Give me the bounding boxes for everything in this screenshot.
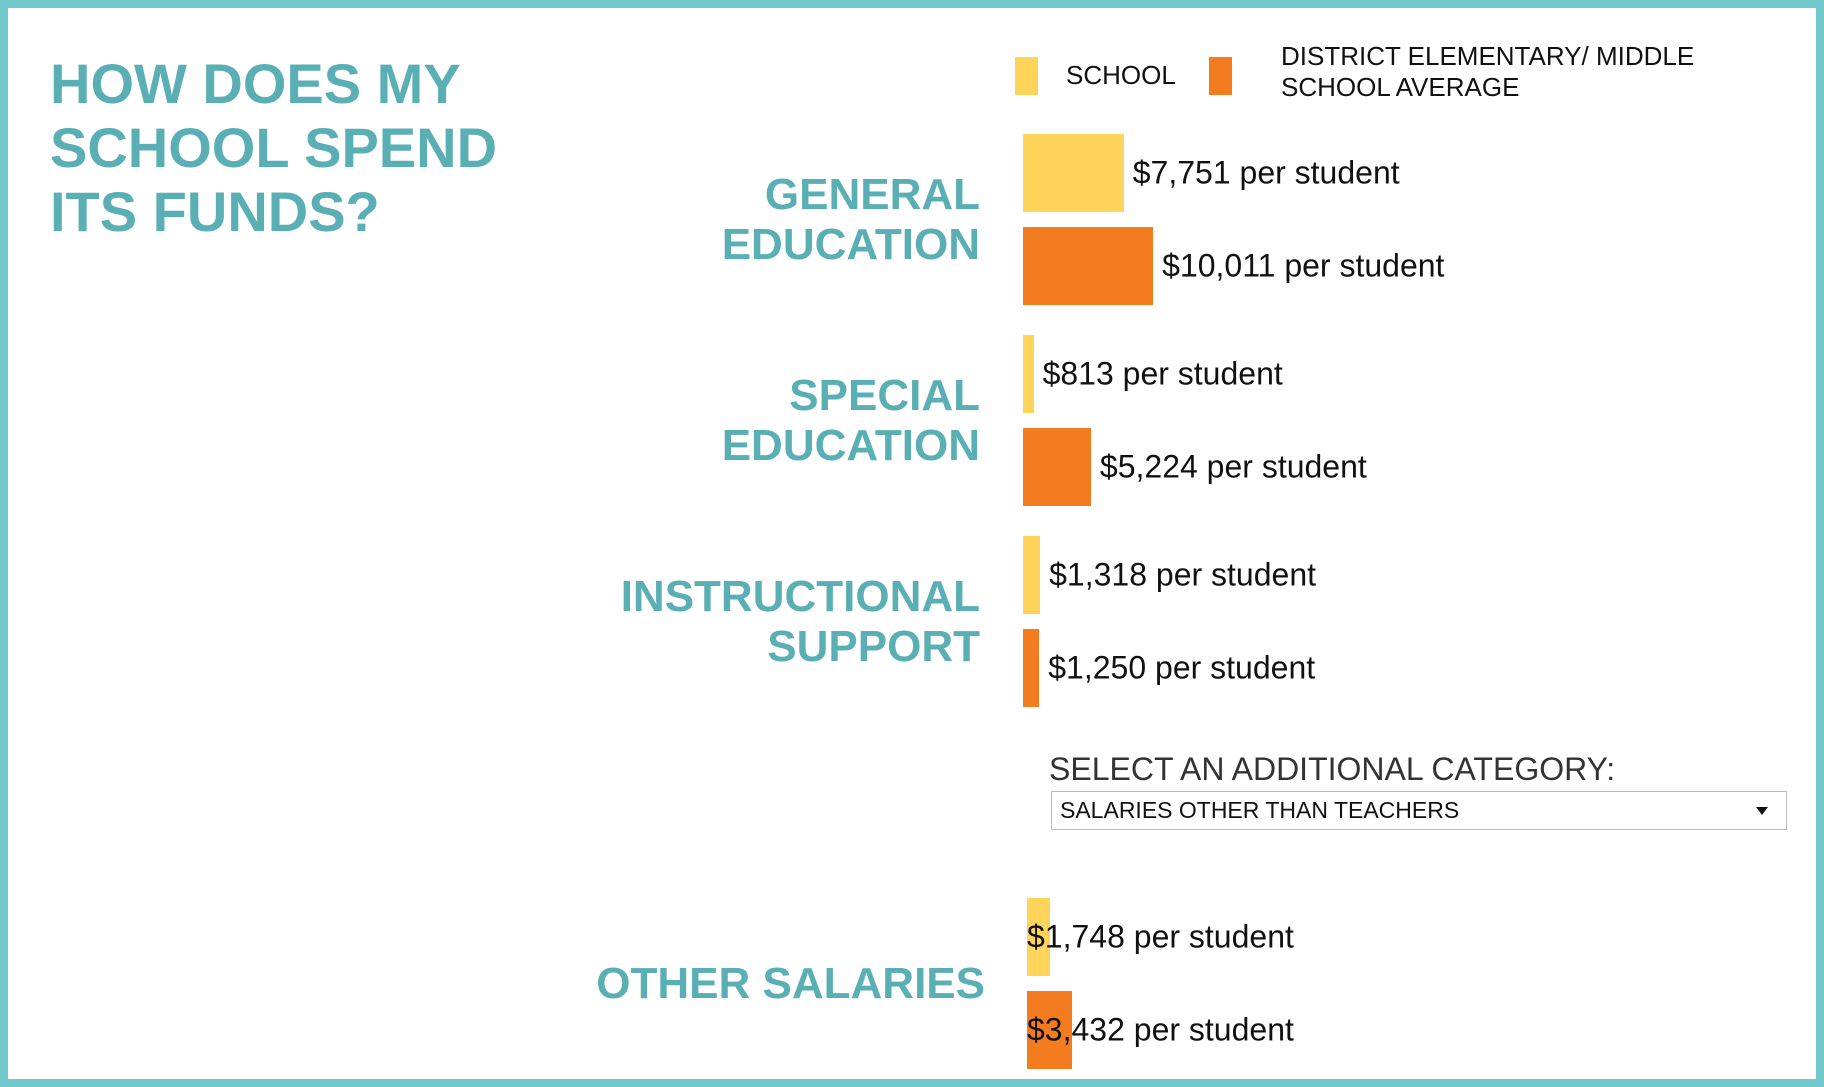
value-label: $1,748 per student (1027, 918, 1294, 955)
legend-swatch (1015, 57, 1038, 95)
value-label: $1,318 per student (1049, 556, 1316, 593)
legend-swatch (1209, 57, 1232, 95)
category-label: SPECIAL EDUCATION (721, 370, 980, 470)
value-label: $813 per student (1042, 355, 1283, 392)
value-label: $1,250 per student (1048, 649, 1316, 686)
bar (1023, 134, 1124, 212)
value-label: $10,011 per student (1162, 247, 1445, 284)
value-label: $7,751 per student (1132, 154, 1400, 191)
category-label: INSTRUCTIONAL SUPPORT (620, 571, 980, 671)
bar (1023, 428, 1091, 506)
bar (1023, 227, 1154, 305)
bar (1023, 335, 1034, 413)
bar (1027, 898, 1050, 976)
legend-label: SCHOOL (1066, 60, 1176, 90)
category-label: OTHER SALARIES (596, 958, 985, 1008)
bar (1023, 536, 1041, 614)
dropdown-value: SALARIES OTHER THAN TEACHERS (1060, 797, 1460, 823)
bar (1023, 629, 1040, 707)
value-label: $5,224 per student (1099, 448, 1367, 485)
bar (1027, 991, 1072, 1069)
legend-label: DISTRICT ELEMENTARY/ MIDDLE SCHOOL AVERA… (1281, 41, 1695, 102)
chart-title: HOW DOES MY SCHOOL SPEND ITS FUNDS? (50, 52, 498, 243)
dropdown-arrow (1756, 807, 1768, 815)
category-dropdown[interactable]: SALARIES OTHER THAN TEACHERS (1051, 791, 1787, 830)
category-label: GENERAL EDUCATION (721, 169, 980, 269)
selector-label: SELECT AN ADDITIONAL CATEGORY: (1049, 751, 1616, 787)
value-label: $3,432 per student (1027, 1011, 1294, 1048)
